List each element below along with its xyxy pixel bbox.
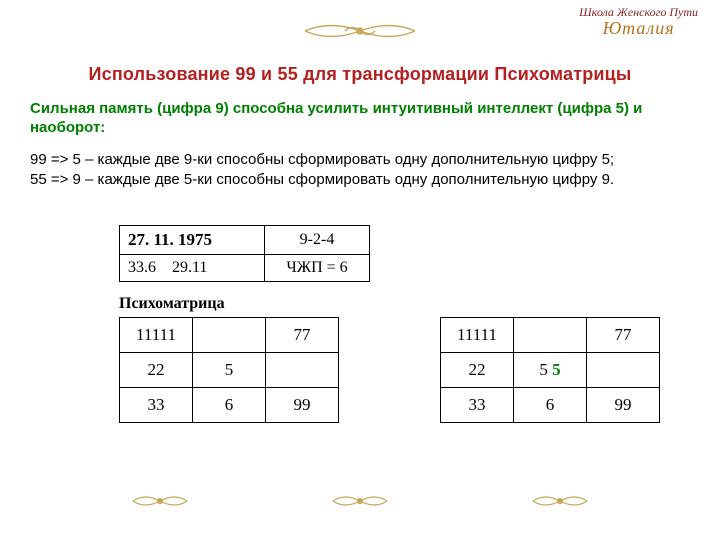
mr-c11: 5 5	[514, 353, 587, 388]
date-sub-left: 33.6	[128, 259, 156, 276]
flourish-icon	[300, 18, 420, 44]
matrix-label: Психоматрица	[119, 295, 225, 313]
date-sub-right: 29.11	[172, 259, 207, 276]
bottom-ornament-row	[0, 490, 720, 512]
ml-c02: 77	[266, 318, 339, 353]
ml-c01	[193, 318, 266, 353]
ml-c12	[266, 353, 339, 388]
ml-c11: 5	[193, 353, 266, 388]
ml-c00: 11111	[120, 318, 193, 353]
mr-c20: 33	[441, 388, 514, 423]
flourish-icon	[130, 490, 190, 512]
psychomatrix-left: 11111 77 22 5 33 6 99	[119, 317, 339, 423]
mr-c00: 11111	[441, 318, 514, 353]
logo-line2: Юталия	[579, 19, 698, 39]
mr-c11-extra: 5	[548, 360, 561, 379]
ml-c22: 99	[266, 388, 339, 423]
date-box: 27. 11. 1975 9-2-4 33.6 29.11 ЧЖП = 6	[119, 225, 370, 282]
mr-c02: 77	[587, 318, 660, 353]
date-derived: 9-2-4	[300, 231, 335, 248]
subtitle: Сильная память (цифра 9) способна усилит…	[30, 100, 690, 138]
body-line-1: 99 => 5 – каждые две 9-ки способны сформ…	[30, 150, 690, 170]
body-text: 99 => 5 – каждые две 9-ки способны сформ…	[30, 150, 690, 191]
mr-c10: 22	[441, 353, 514, 388]
brand-logo: Школа Женского Пути Юталия	[579, 6, 698, 39]
ml-c20: 33	[120, 388, 193, 423]
ml-c10: 22	[120, 353, 193, 388]
mr-c12	[587, 353, 660, 388]
mr-c22: 99	[587, 388, 660, 423]
date-main: 27. 11. 1975	[128, 230, 212, 249]
czhp-label: ЧЖП = 6	[286, 259, 347, 276]
mr-c01	[514, 318, 587, 353]
page-title: Использование 99 и 55 для трансформации …	[0, 64, 720, 85]
mr-c21: 6	[514, 388, 587, 423]
flourish-icon	[330, 490, 390, 512]
body-line-2: 55 => 9 – каждые две 5-ки способны сформ…	[30, 170, 690, 190]
flourish-icon	[530, 490, 590, 512]
psychomatrix-right: 11111 77 22 5 5 33 6 99	[440, 317, 660, 423]
ml-c21: 6	[193, 388, 266, 423]
